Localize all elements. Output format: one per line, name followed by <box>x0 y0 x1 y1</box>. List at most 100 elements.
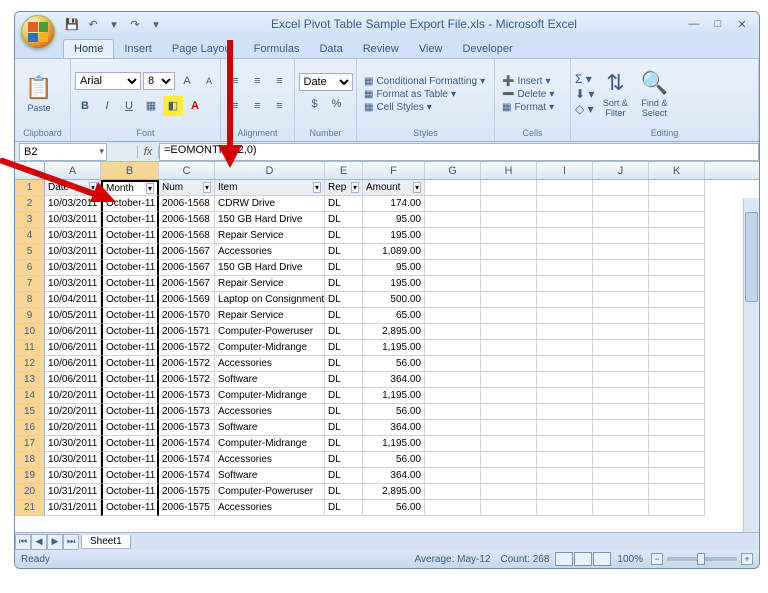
cell[interactable]: 2006-1568 <box>159 212 215 228</box>
cell[interactable]: DL <box>325 388 363 404</box>
cell[interactable]: October-11 <box>101 244 159 260</box>
view-break-button[interactable] <box>593 552 611 566</box>
cell[interactable]: DL <box>325 484 363 500</box>
row-header[interactable]: 7 <box>15 276 45 292</box>
cell[interactable] <box>593 372 649 388</box>
cell[interactable] <box>425 484 481 500</box>
col-header-D[interactable]: D <box>215 162 325 179</box>
font-size-select[interactable]: 8 <box>143 72 175 90</box>
cell[interactable] <box>537 420 593 436</box>
row-header[interactable]: 15 <box>15 404 45 420</box>
undo-icon[interactable]: ↶ <box>84 15 102 33</box>
insert-cells-button[interactable]: ➕Insert▾ <box>499 75 557 88</box>
cell[interactable] <box>425 452 481 468</box>
cell[interactable]: 2,895.00 <box>363 324 425 340</box>
cell[interactable]: Repair Service <box>215 276 325 292</box>
cell[interactable] <box>425 372 481 388</box>
row-header[interactable]: 2 <box>15 196 45 212</box>
row-header[interactable]: 1 <box>15 180 45 196</box>
cell[interactable]: DL <box>325 500 363 516</box>
cell[interactable] <box>593 228 649 244</box>
view-page-button[interactable] <box>574 552 592 566</box>
find-select-button[interactable]: 🔍Find & Select <box>636 63 672 125</box>
cell[interactable] <box>593 276 649 292</box>
cell[interactable]: Accessories <box>215 356 325 372</box>
ribbon-tab-view[interactable]: View <box>409 40 453 58</box>
cell[interactable] <box>537 260 593 276</box>
col-header-E[interactable]: E <box>325 162 363 179</box>
save-icon[interactable]: 💾 <box>63 15 81 33</box>
select-all-corner[interactable] <box>15 162 45 179</box>
cell[interactable] <box>537 228 593 244</box>
close-button[interactable]: ✕ <box>731 16 753 32</box>
cell[interactable]: October-11 <box>101 484 159 500</box>
cell[interactable] <box>481 420 537 436</box>
cell[interactable] <box>593 388 649 404</box>
cell[interactable]: 1,195.00 <box>363 388 425 404</box>
ribbon-tab-insert[interactable]: Insert <box>114 40 162 58</box>
cell[interactable]: Accessories <box>215 244 325 260</box>
ribbon-tab-review[interactable]: Review <box>353 40 409 58</box>
cell[interactable]: Accessories <box>215 404 325 420</box>
cell[interactable] <box>481 468 537 484</box>
cell[interactable]: DL <box>325 308 363 324</box>
align-right-icon[interactable]: ≡ <box>270 96 290 116</box>
cell[interactable] <box>481 484 537 500</box>
shrink-font-icon[interactable]: A <box>199 71 219 91</box>
minimize-button[interactable]: — <box>683 16 705 32</box>
cell[interactable]: Computer-Midrange <box>215 388 325 404</box>
cell[interactable] <box>537 244 593 260</box>
cell[interactable]: October-11 <box>101 228 159 244</box>
number-format-select[interactable]: Date <box>299 73 353 91</box>
cell[interactable] <box>481 324 537 340</box>
row-header[interactable]: 20 <box>15 484 45 500</box>
cell[interactable]: 10/04/2011 <box>45 292 101 308</box>
cell[interactable] <box>537 500 593 516</box>
cell[interactable] <box>537 452 593 468</box>
cell[interactable]: 364.00 <box>363 420 425 436</box>
cell[interactable]: October-11 <box>101 436 159 452</box>
cell[interactable] <box>425 244 481 260</box>
cell[interactable] <box>593 436 649 452</box>
cell[interactable] <box>537 180 593 196</box>
sort-filter-button[interactable]: ⇅Sort & Filter <box>597 63 633 125</box>
row-header[interactable]: 8 <box>15 292 45 308</box>
cell[interactable]: October-11 <box>101 500 159 516</box>
cell[interactable] <box>649 468 705 484</box>
cell[interactable] <box>649 436 705 452</box>
cell[interactable] <box>425 420 481 436</box>
spreadsheet-grid[interactable]: ABCDEFGHIJK 1Date▾Month▾Num▾Item▾Rep▾Amo… <box>15 162 759 532</box>
cell[interactable]: 2006-1574 <box>159 436 215 452</box>
cell[interactable]: DL <box>325 340 363 356</box>
cell[interactable] <box>425 276 481 292</box>
cell[interactable] <box>649 356 705 372</box>
fill-color-button[interactable]: ◧ <box>163 96 183 116</box>
cell[interactable]: 2,895.00 <box>363 484 425 500</box>
row-header[interactable]: 16 <box>15 420 45 436</box>
cell[interactable]: 2006-1573 <box>159 388 215 404</box>
cell[interactable] <box>649 324 705 340</box>
cell[interactable]: 2006-1574 <box>159 452 215 468</box>
font-color-button[interactable]: A <box>185 96 205 116</box>
cell[interactable]: DL <box>325 196 363 212</box>
cell[interactable] <box>481 292 537 308</box>
cell[interactable] <box>481 228 537 244</box>
cell[interactable]: Repair Service <box>215 308 325 324</box>
row-header[interactable]: 4 <box>15 228 45 244</box>
cell[interactable]: Software <box>215 420 325 436</box>
cell[interactable]: Amount▾ <box>363 180 425 196</box>
cell[interactable] <box>537 340 593 356</box>
cell[interactable]: 10/31/2011 <box>45 484 101 500</box>
cell[interactable]: Repair Service <box>215 228 325 244</box>
cell[interactable]: October-11 <box>101 276 159 292</box>
cell[interactable] <box>593 244 649 260</box>
conditional-formatting-button[interactable]: ▦Conditional Formatting▾ <box>361 75 488 88</box>
cell[interactable] <box>593 356 649 372</box>
cell[interactable] <box>649 180 705 196</box>
cell[interactable] <box>593 212 649 228</box>
zoom-slider[interactable] <box>667 557 737 561</box>
cell[interactable]: Computer-Midrange <box>215 340 325 356</box>
col-header-K[interactable]: K <box>649 162 705 179</box>
vertical-scrollbar[interactable] <box>743 198 759 532</box>
cell[interactable]: 10/03/2011 <box>45 228 101 244</box>
